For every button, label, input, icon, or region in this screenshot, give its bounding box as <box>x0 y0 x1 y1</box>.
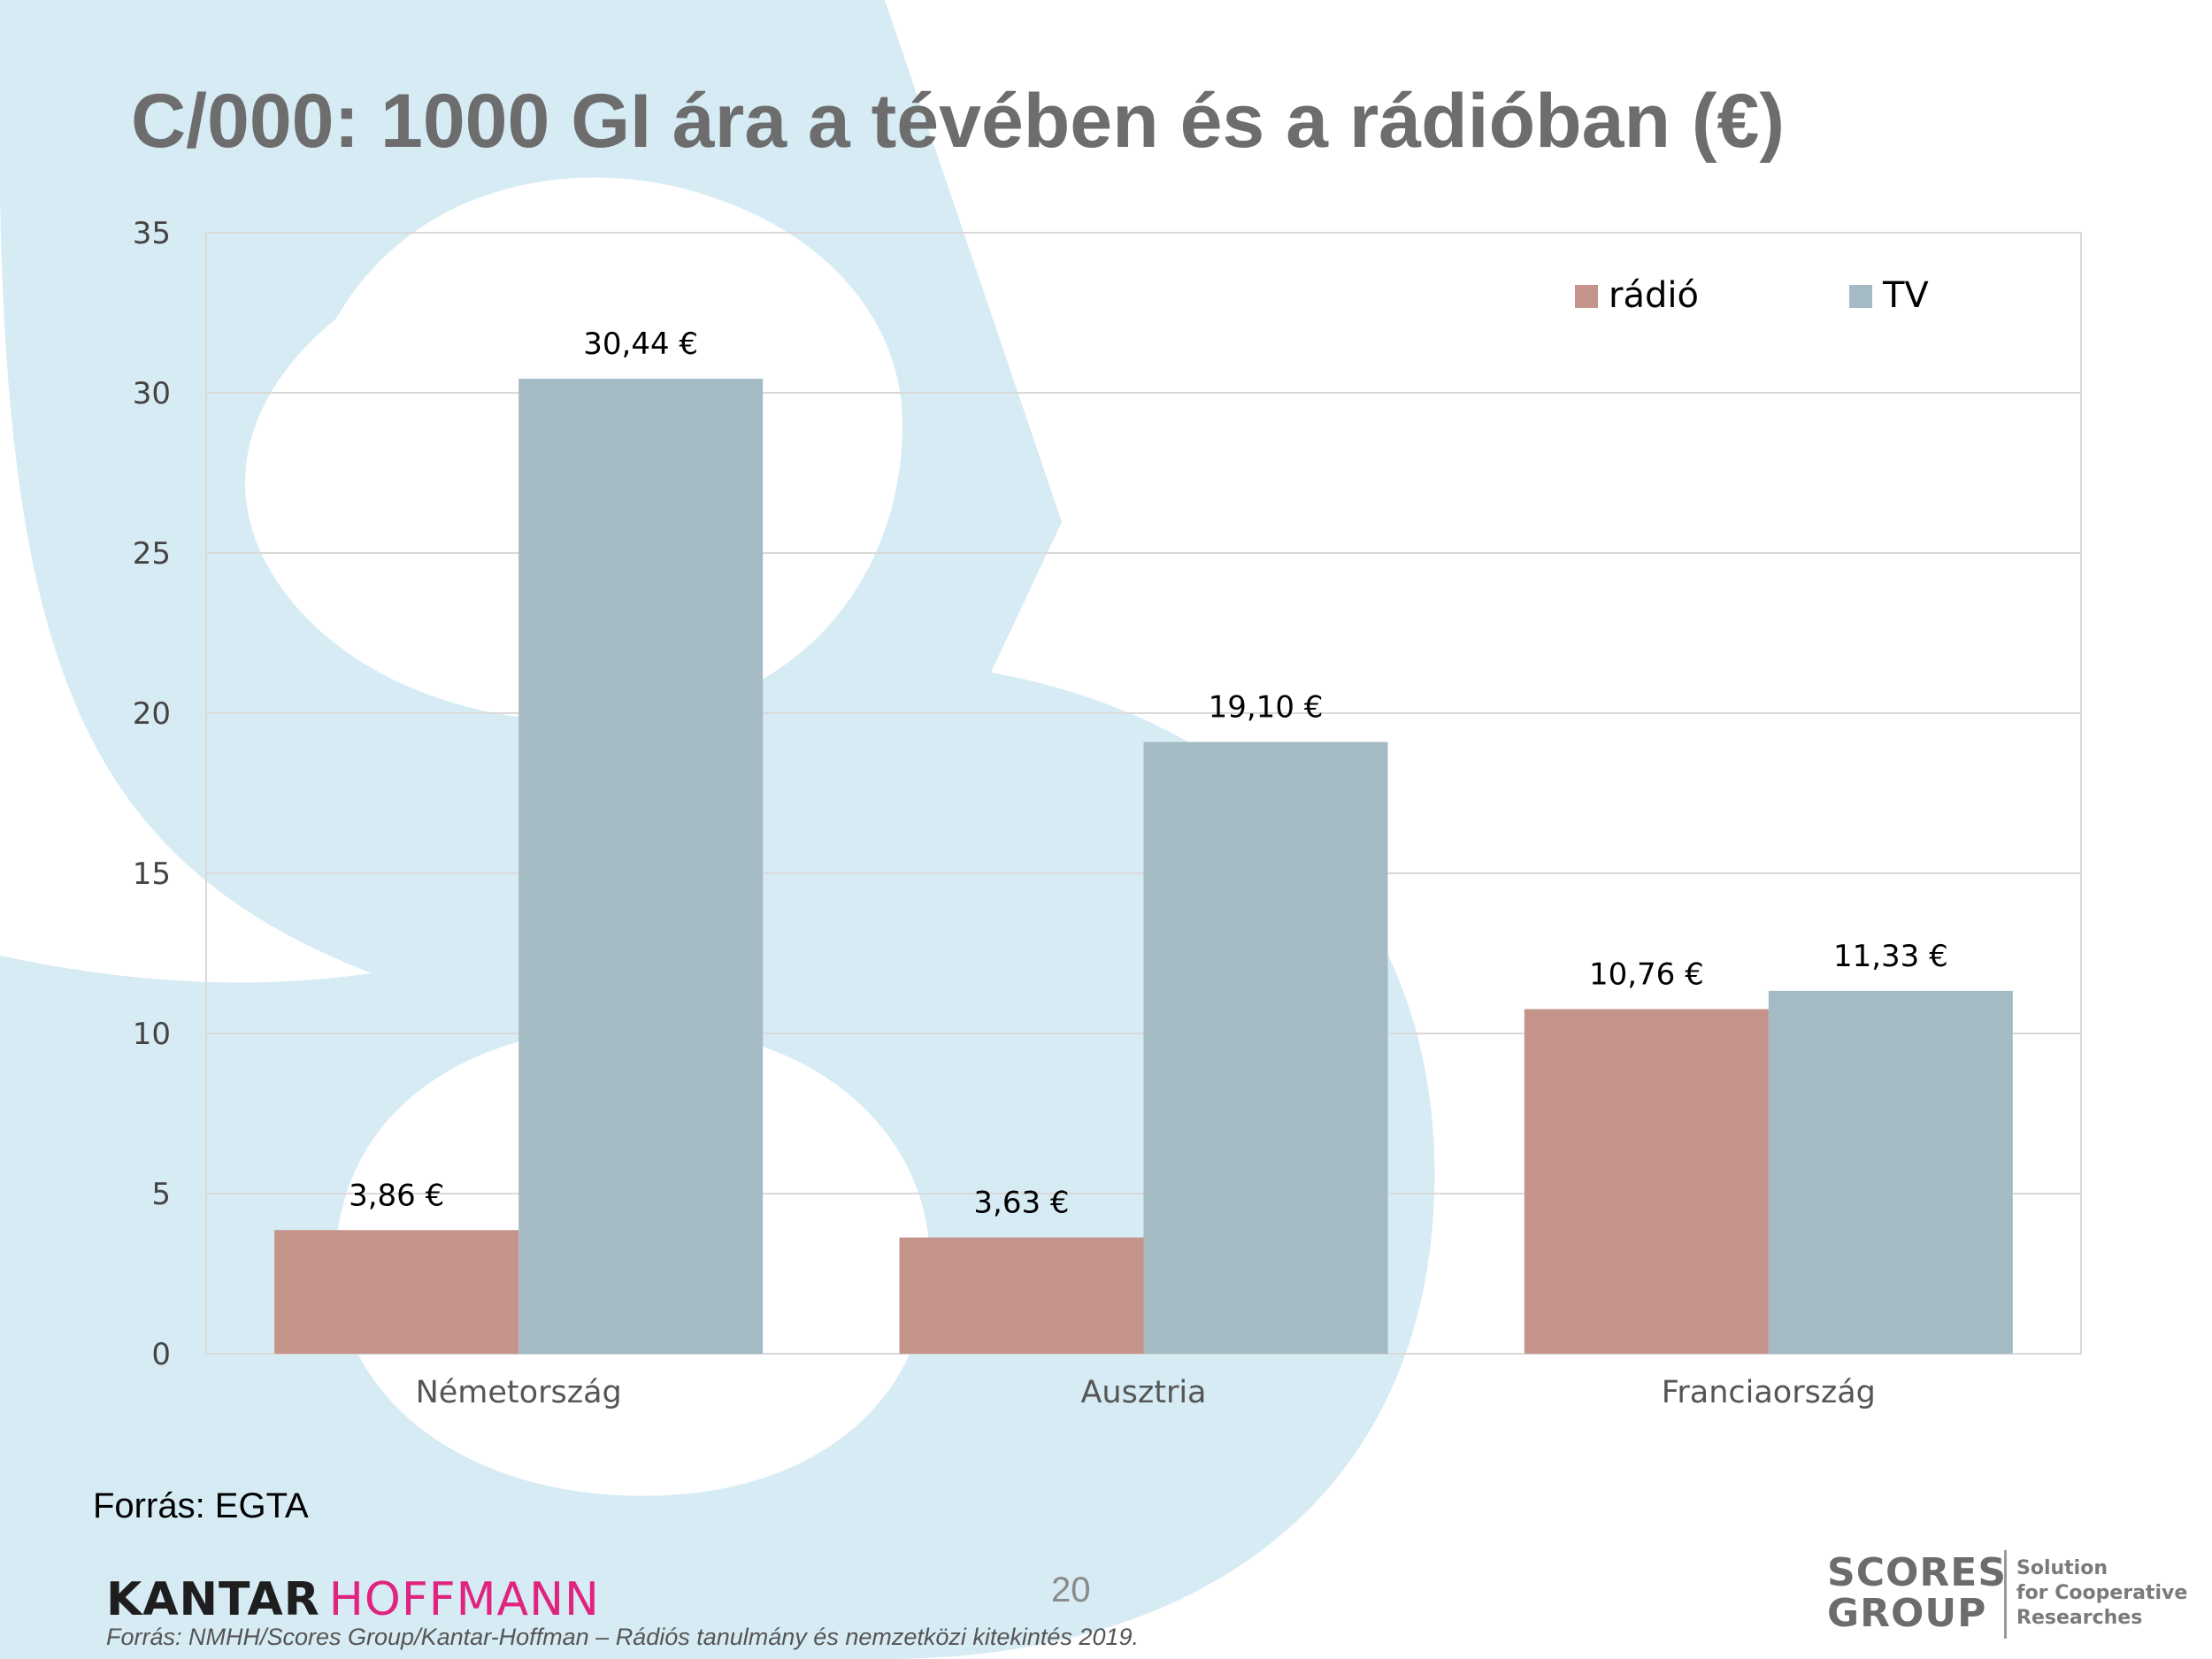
y-tick-label: 35 <box>133 216 171 251</box>
x-category-label: Németország <box>416 1375 622 1410</box>
footer-source-note: Forrás: NMHH/Scores Group/Kantar-Hoffman… <box>106 1624 1139 1650</box>
kantar-hoffmann-logo: KANTAR HOFFMANN <box>106 1573 600 1626</box>
legend-swatch-tv <box>1849 285 1872 308</box>
bar-tv <box>1768 990 2013 1354</box>
data-label: 3,86 € <box>349 1178 444 1213</box>
page-number: 20 <box>1051 1571 1091 1609</box>
logo-divider <box>2004 1550 2007 1639</box>
y-tick-label: 15 <box>133 856 171 892</box>
logo-kantar: KANTAR <box>106 1573 320 1626</box>
source-label: Forrás: EGTA <box>93 1486 309 1525</box>
logo-hoffmann: HOFFMANN <box>328 1573 600 1626</box>
bar-tv <box>518 379 764 1354</box>
data-label: 30,44 € <box>583 326 698 362</box>
data-label: 19,10 € <box>1209 690 1324 726</box>
y-tick-label: 25 <box>133 536 171 572</box>
y-tick-label: 0 <box>151 1337 171 1372</box>
logo-scores: SCORES <box>1827 1550 2008 1595</box>
y-tick-label: 5 <box>151 1177 171 1212</box>
legend-label: TV <box>1882 275 1929 316</box>
y-tick-label: 20 <box>133 696 171 732</box>
logo-tagline-3: Researches <box>2016 1607 2143 1629</box>
logo-tagline-1: Solution <box>2016 1557 2108 1579</box>
bar-radio <box>899 1237 1144 1354</box>
bar-tv <box>1143 741 1388 1354</box>
data-label: 10,76 € <box>1589 956 1704 992</box>
x-category-label: Franciaország <box>1662 1375 1876 1410</box>
logo-tagline-2: for Cooperative <box>2016 1582 2188 1604</box>
bar-radio <box>1524 1009 1769 1354</box>
y-tick-label: 10 <box>133 1017 171 1052</box>
bar-radio <box>274 1230 519 1354</box>
y-tick-label: 30 <box>133 376 171 411</box>
x-category-label: Ausztria <box>1080 1375 1206 1410</box>
page-title: C/000: 1000 GI ára a tévében és a rádiób… <box>131 79 1785 164</box>
data-label: 11,33 € <box>1833 939 1948 974</box>
scores-group-logo: SCORES GROUP Solution for Cooperative Re… <box>1827 1550 2190 1639</box>
legend-swatch-radio <box>1575 285 1598 308</box>
data-label: 3,63 € <box>973 1186 1069 1221</box>
legend-label: rádió <box>1609 275 1699 316</box>
logo-group: GROUP <box>1827 1591 1987 1636</box>
